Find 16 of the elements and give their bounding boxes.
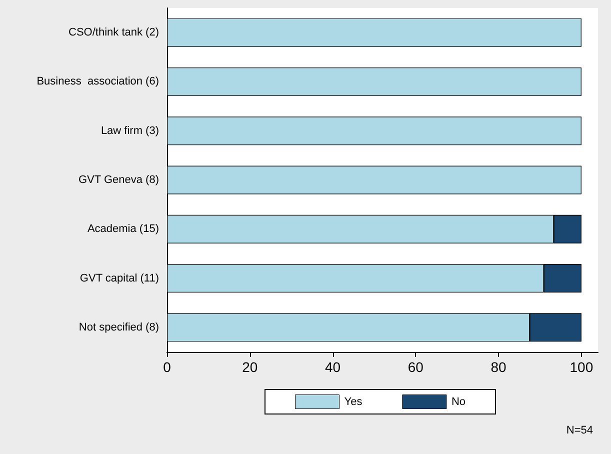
x-tick-label: 20 bbox=[242, 359, 258, 375]
x-tick-label: 0 bbox=[163, 359, 172, 375]
y-tick-label: GVT Geneva (8) bbox=[78, 174, 159, 186]
x-tick-label: 80 bbox=[490, 359, 507, 375]
y-tick-label: Law firm (3) bbox=[100, 124, 159, 137]
text: N=54 bbox=[566, 424, 594, 436]
y-tick-label: Not specified (8) bbox=[78, 321, 159, 334]
x-tick-label: 100 bbox=[570, 359, 594, 375]
y-tick-label: GVT capital (11) bbox=[80, 272, 159, 284]
y-tick-label: Academia (15) bbox=[87, 223, 159, 236]
y-tick-label: Business association (6) bbox=[36, 76, 159, 88]
legend-label: Yes bbox=[344, 396, 363, 408]
x-tick-label: 60 bbox=[408, 359, 424, 375]
legend-label: No bbox=[451, 396, 466, 408]
x-tick-label: 40 bbox=[324, 359, 341, 375]
y-tick-label: CSO/think tank (2) bbox=[68, 26, 159, 39]
